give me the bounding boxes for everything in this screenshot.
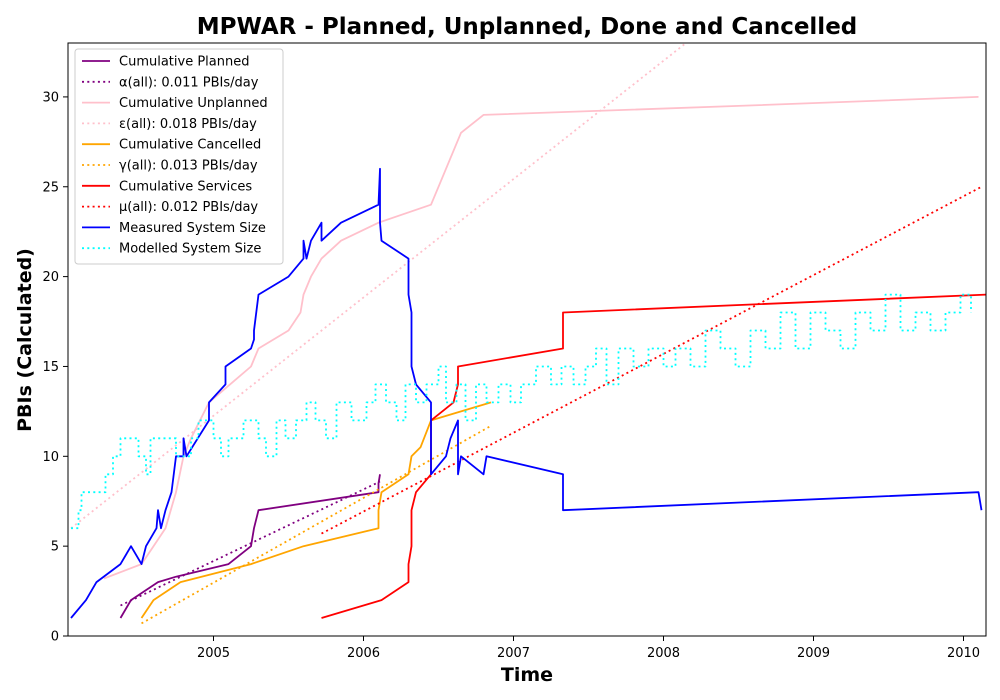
y-tick-label: 25 — [42, 180, 59, 195]
series-line-6 — [141, 425, 492, 625]
legend-label: Cumulative Unplanned — [119, 96, 268, 111]
series-line-2 — [120, 480, 381, 607]
series-line-5 — [140, 401, 492, 619]
legend-label: Cumulative Services — [119, 179, 252, 194]
x-tick-label: 2008 — [647, 646, 680, 661]
series-line-3 — [103, 96, 979, 580]
series-line-8 — [321, 186, 982, 535]
legend-label: γ(all): 0.013 PBIs/day — [119, 159, 258, 174]
legend-label: Modelled System Size — [119, 242, 261, 257]
y-tick-label: 15 — [42, 360, 59, 375]
x-tick-label: 2005 — [197, 646, 230, 661]
plot-frame — [67, 42, 987, 637]
legend-label: μ(all): 0.012 PBIs/day — [119, 200, 258, 215]
legend-label: α(all): 0.011 PBIs/day — [119, 75, 259, 90]
x-tick-label: 2007 — [497, 646, 530, 661]
y-tick-label: 20 — [42, 270, 59, 285]
legend-frame — [74, 48, 284, 265]
x-tick-label: 2009 — [797, 646, 830, 661]
legend-label: Measured System Size — [119, 221, 266, 236]
y-tick-label: 30 — [42, 90, 59, 105]
series-line-1 — [119, 474, 381, 619]
y-tick-label: 0 — [51, 630, 59, 645]
x-axis-label: Time — [501, 664, 553, 686]
legend: Cumulative Planned α(all): 0.011 PBIs/day… — [74, 48, 284, 265]
series-layer — [70, 43, 986, 625]
x-tick-label: 2006 — [347, 646, 380, 661]
y-axis-label: PBIs (Calculated) — [14, 248, 36, 432]
series-line-9 — [70, 167, 983, 619]
x-axis: 2005 2006 2007 2008 2009 2010 — [197, 636, 980, 661]
y-tick-label: 10 — [42, 450, 59, 465]
legend-label: ε(all): 0.018 PBIs/day — [119, 117, 257, 132]
chart-title: MPWAR - Planned, Unplanned, Done and Can… — [197, 14, 858, 40]
y-tick-label: 5 — [51, 540, 59, 555]
series-line-4 — [70, 43, 687, 529]
x-tick-label: 2010 — [947, 646, 980, 661]
legend-label: Cumulative Planned — [119, 55, 249, 70]
legend-label: Cumulative Cancelled — [119, 138, 261, 153]
y-axis: 0 5 10 15 20 25 30 — [42, 90, 68, 645]
